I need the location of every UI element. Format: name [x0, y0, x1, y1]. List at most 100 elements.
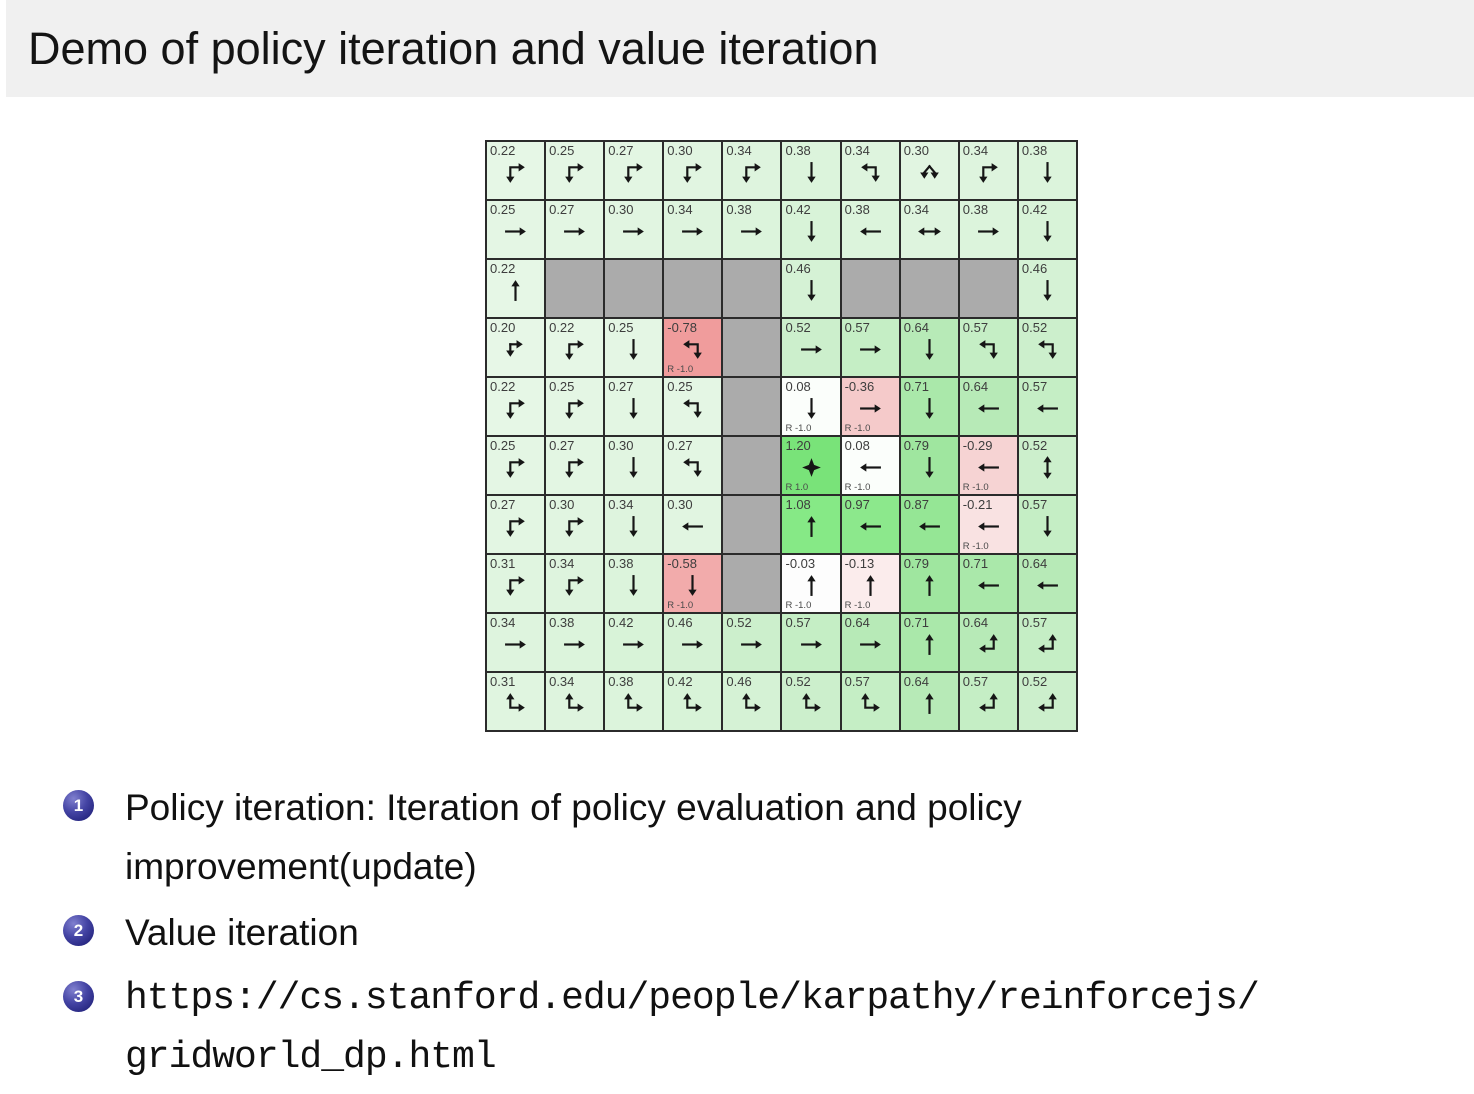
grid-cell-r6c1: 0.25 [487, 437, 545, 494]
cell-value: 0.31 [490, 674, 516, 689]
policy-arrow-down-icon [1043, 221, 1052, 243]
policy-arrow-down-icon [806, 280, 816, 302]
cell-value: 0.22 [490, 379, 516, 394]
policy-arrow-up-icon [925, 634, 934, 656]
cell-policy-arrow [914, 394, 944, 424]
policy-arrow-down-right-icon [565, 340, 584, 361]
cell-policy-arrow [796, 158, 826, 188]
cell-value: 0.38 [785, 143, 811, 158]
policy-arrow-down-icon [925, 398, 934, 420]
cell-value: 0.34 [667, 202, 693, 217]
grid-cell-r7c1: 0.27 [487, 496, 545, 553]
grid-cell-r10c7: 0.57 [841, 673, 899, 730]
cell-value: 0.38 [549, 615, 575, 630]
list-item-value-iteration: 2 Value iteration [63, 903, 1423, 962]
grid-cell-r7c4: 0.30 [664, 496, 722, 553]
policy-arrow-up-right-icon [624, 693, 644, 713]
grid-wall-r3c5 [723, 260, 781, 317]
grid-cell-r8c1: 0.31 [487, 555, 545, 612]
cell-value: 0.46 [785, 261, 811, 276]
policy-arrow-right-icon [682, 227, 704, 236]
policy-arrow-left-down-icon [683, 340, 703, 360]
grid-cell-r8c2: 0.34 [546, 555, 604, 612]
grid-cell-r1c3: 0.27 [605, 142, 663, 199]
cell-policy-arrow [560, 689, 590, 719]
cell-value: 0.46 [726, 674, 752, 689]
cell-value: 0.57 [844, 320, 870, 335]
policy-arrow-up-icon [806, 575, 816, 597]
policy-arrow-left-down-icon [860, 163, 880, 183]
cell-policy-arrow [501, 276, 531, 306]
cell-policy-arrow [501, 158, 531, 188]
policy-arrow-down-icon [806, 398, 816, 420]
grid-cell-r4c4: -0.78 R -1.0 [664, 319, 722, 376]
policy-arrow-right-icon [682, 640, 704, 649]
cell-policy-arrow [973, 512, 1003, 542]
demo-url-line[interactable]: gridworld_dp.html [125, 1036, 497, 1079]
policy-arrow-down-icon [629, 575, 638, 597]
cell-policy-arrow [501, 630, 531, 660]
grid-cell-r7c3: 0.34 [605, 496, 663, 553]
policy-arrow-right-icon [859, 345, 881, 354]
cell-reward-label: R -1.0 [844, 600, 871, 611]
cell-policy-arrow [796, 630, 826, 660]
grid-cell-r10c10: 0.52 [1018, 673, 1076, 730]
cell-policy-arrow [619, 335, 649, 365]
grid-cell-r4c9: 0.57 [959, 319, 1017, 376]
cell-policy-arrow [501, 335, 531, 365]
grid-cell-r5c10: 0.57 [1018, 378, 1076, 435]
cell-value: 0.64 [844, 615, 870, 630]
policy-arrow-up-icon [925, 575, 934, 597]
demo-url-link[interactable]: https://cs.stanford.edu/people/karpathy/… [125, 969, 1260, 1087]
policy-arrow-down-right-icon [565, 163, 584, 184]
cell-policy-arrow [501, 571, 531, 601]
grid-cell-r5c8: 0.71 [900, 378, 958, 435]
policy-arrow-left-down-icon [1038, 340, 1057, 360]
grid-cell-r10c1: 0.31 [487, 673, 545, 730]
policy-arrow-down-icon [629, 516, 638, 538]
policy-arrow-right-icon [564, 227, 586, 236]
grid-cell-r4c6: 0.52 [782, 319, 840, 376]
cell-value: 0.25 [549, 379, 575, 394]
policy-arrow-right-icon [800, 345, 822, 354]
policy-arrow-up-right-icon [565, 693, 584, 713]
cell-policy-arrow [973, 453, 1003, 483]
cell-reward-label: R -1.0 [962, 482, 989, 493]
grid-cell-r10c8: 0.64 [900, 673, 958, 730]
cell-policy-arrow [678, 217, 708, 247]
cell-value: -0.58 [667, 556, 697, 571]
cell-policy-arrow [1032, 512, 1062, 542]
cell-value: 0.25 [549, 143, 575, 158]
cell-policy-arrow [914, 630, 944, 660]
policy-arrow-up-down-icon [1043, 456, 1052, 480]
grid-cell-r7c8: 0.87 [900, 496, 958, 553]
cell-value: 0.38 [962, 202, 989, 217]
grid-cell-r9c6: 0.57 [782, 614, 840, 671]
demo-url-line[interactable]: https://cs.stanford.edu/people/karpathy/… [125, 977, 1260, 1020]
cell-value: 0.97 [844, 497, 870, 512]
cell-policy-arrow [737, 630, 767, 660]
grid-cell-r2c8: 0.34 [900, 201, 958, 258]
cell-value: 0.57 [844, 674, 870, 689]
cell-policy-arrow [619, 158, 649, 188]
policy-arrow-right-icon [623, 227, 645, 236]
cell-value: 0.79 [903, 438, 929, 453]
cell-policy-arrow [1032, 276, 1062, 306]
cell-value: 0.38 [1021, 143, 1048, 158]
cell-policy-arrow [914, 335, 944, 365]
cell-policy-arrow [678, 512, 708, 542]
cell-value: 0.27 [490, 497, 516, 512]
cell-value: 0.22 [490, 261, 516, 276]
cell-value: 0.30 [667, 143, 693, 158]
policy-arrow-right-icon [505, 640, 526, 649]
cell-value: 0.71 [962, 556, 989, 571]
cell-policy-arrow [619, 512, 649, 542]
cell-policy-arrow [973, 571, 1003, 601]
grid-cell-r2c5: 0.38 [723, 201, 781, 258]
grid-cell-r6c3: 0.30 [605, 437, 663, 494]
cell-value: 0.30 [608, 438, 634, 453]
policy-arrow-left-icon [1037, 581, 1058, 590]
policy-arrow-down-right-icon [506, 458, 525, 479]
grid-cell-r9c1: 0.34 [487, 614, 545, 671]
cell-reward-label: R 1.0 [785, 482, 809, 493]
